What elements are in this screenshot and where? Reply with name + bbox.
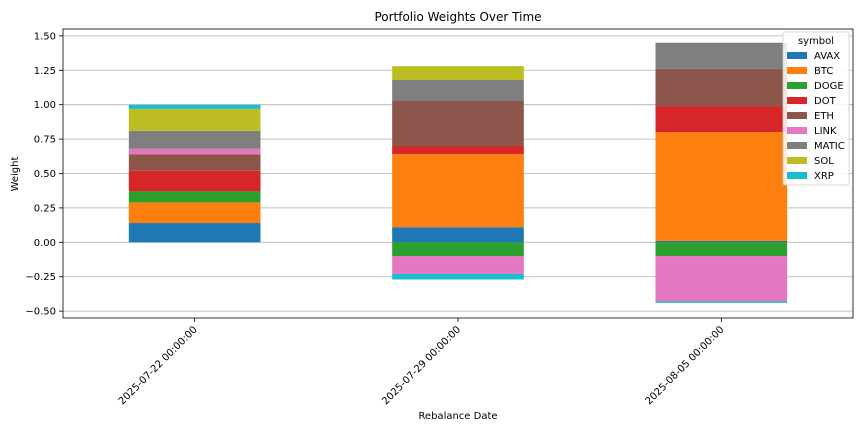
legend-swatch-xrp: [787, 172, 807, 179]
legend-label-doge: DOGE: [814, 81, 844, 92]
bar-matic-2: [655, 42, 788, 69]
bar-avax-0: [128, 223, 261, 243]
bar-doge-2: [655, 242, 788, 257]
y-tick-label: 0.50: [34, 169, 56, 180]
legend-label-dot: DOT: [814, 96, 837, 107]
bar-xrp-2: [655, 301, 788, 303]
bar-link-2: [655, 256, 788, 302]
legend: symbol AVAX BTC DOGE DOT ETH LINK MATIC SOL XRP: [782, 31, 850, 186]
y-tick-label: −0.25: [25, 272, 56, 283]
bar-doge-0: [128, 191, 261, 203]
bar-doge-1: [392, 242, 524, 257]
bar-sol-0: [128, 108, 261, 131]
legend-swatch-eth: [787, 112, 807, 119]
y-tick-label: 1.00: [34, 100, 56, 111]
legend-swatch-doge: [787, 82, 807, 89]
legend-swatch-btc: [787, 67, 807, 74]
bar-eth-1: [392, 100, 524, 146]
bar-eth-0: [128, 154, 261, 171]
y-tick-label: 1.25: [34, 66, 56, 77]
legend-swatch-avax: [787, 52, 807, 59]
legend-label-sol: SOL: [814, 156, 834, 167]
y-tick-label: 1.50: [34, 31, 56, 42]
bar-sol-1: [392, 66, 524, 80]
bar-dot-0: [128, 170, 261, 192]
bar-avax-1: [392, 227, 524, 243]
legend-label-btc: BTC: [814, 66, 833, 77]
legend-label-avax: AVAX: [814, 51, 840, 62]
legend-swatch-link: [787, 127, 807, 134]
bar-btc-2: [655, 132, 788, 241]
bar-matic-1: [392, 79, 524, 101]
bar-avax-2: [655, 240, 788, 243]
y-tick-label: 0.75: [34, 135, 56, 146]
bar-btc-0: [128, 202, 261, 224]
x-axis-label: Rebalance Date: [418, 411, 497, 422]
legend-swatch-dot: [787, 97, 807, 104]
legend-label-link: LINK: [814, 126, 837, 137]
bar-btc-1: [392, 154, 524, 228]
legend-swatch-sol: [787, 157, 807, 164]
bar-dot-2: [655, 106, 788, 133]
bar-eth-2: [655, 68, 788, 107]
legend-label-matic: MATIC: [814, 141, 845, 152]
chart-title: Portfolio Weights Over Time: [374, 10, 541, 24]
bar-xrp-0: [128, 104, 261, 109]
bar-dot-1: [392, 145, 524, 155]
y-tick-label: 0.00: [34, 238, 56, 249]
legend-swatch-matic: [787, 142, 807, 149]
legend-title: symbol: [798, 36, 834, 47]
legend-label-eth: ETH: [814, 111, 834, 122]
bar-matic-0: [128, 130, 261, 149]
y-tick-label: 0.25: [34, 203, 56, 214]
bar-link-1: [392, 256, 524, 274]
y-tick-label: −0.50: [25, 307, 56, 318]
legend-label-xrp: XRP: [814, 171, 834, 182]
bars-group: [128, 42, 788, 303]
bar-link-0: [128, 148, 261, 155]
bar-xrp-1: [392, 273, 524, 280]
y-axis-label: Weight: [10, 157, 21, 192]
